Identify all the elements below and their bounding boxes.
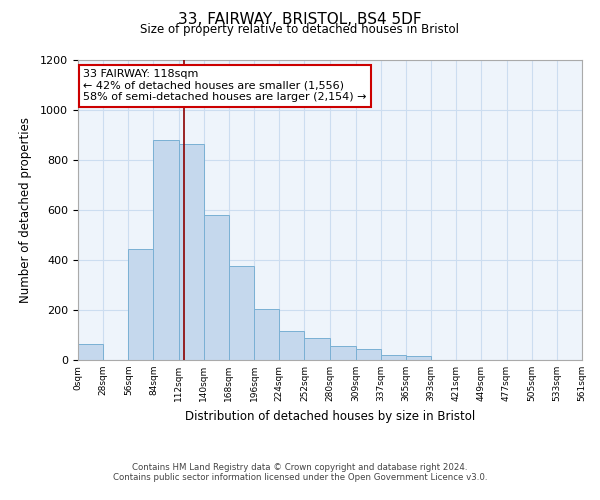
X-axis label: Distribution of detached houses by size in Bristol: Distribution of detached houses by size … [185,410,475,422]
Bar [381,355,406,360]
Text: Contains HM Land Registry data © Crown copyright and database right 2024.: Contains HM Land Registry data © Crown c… [132,462,468,471]
Bar [356,349,381,360]
Bar [329,346,356,360]
Bar [279,331,304,360]
Bar [406,356,431,360]
Bar [128,248,154,360]
Bar [204,215,229,360]
Text: Contains public sector information licensed under the Open Government Licence v3: Contains public sector information licen… [113,472,487,482]
Bar [179,144,204,360]
Y-axis label: Number of detached properties: Number of detached properties [19,117,32,303]
Bar [229,266,254,360]
Bar [254,308,279,360]
Bar [154,140,179,360]
Bar [78,344,103,360]
Text: Size of property relative to detached houses in Bristol: Size of property relative to detached ho… [140,22,460,36]
Bar [304,338,329,360]
Text: 33, FAIRWAY, BRISTOL, BS4 5DF: 33, FAIRWAY, BRISTOL, BS4 5DF [178,12,422,28]
Text: 33 FAIRWAY: 118sqm
← 42% of detached houses are smaller (1,556)
58% of semi-deta: 33 FAIRWAY: 118sqm ← 42% of detached hou… [83,69,367,102]
